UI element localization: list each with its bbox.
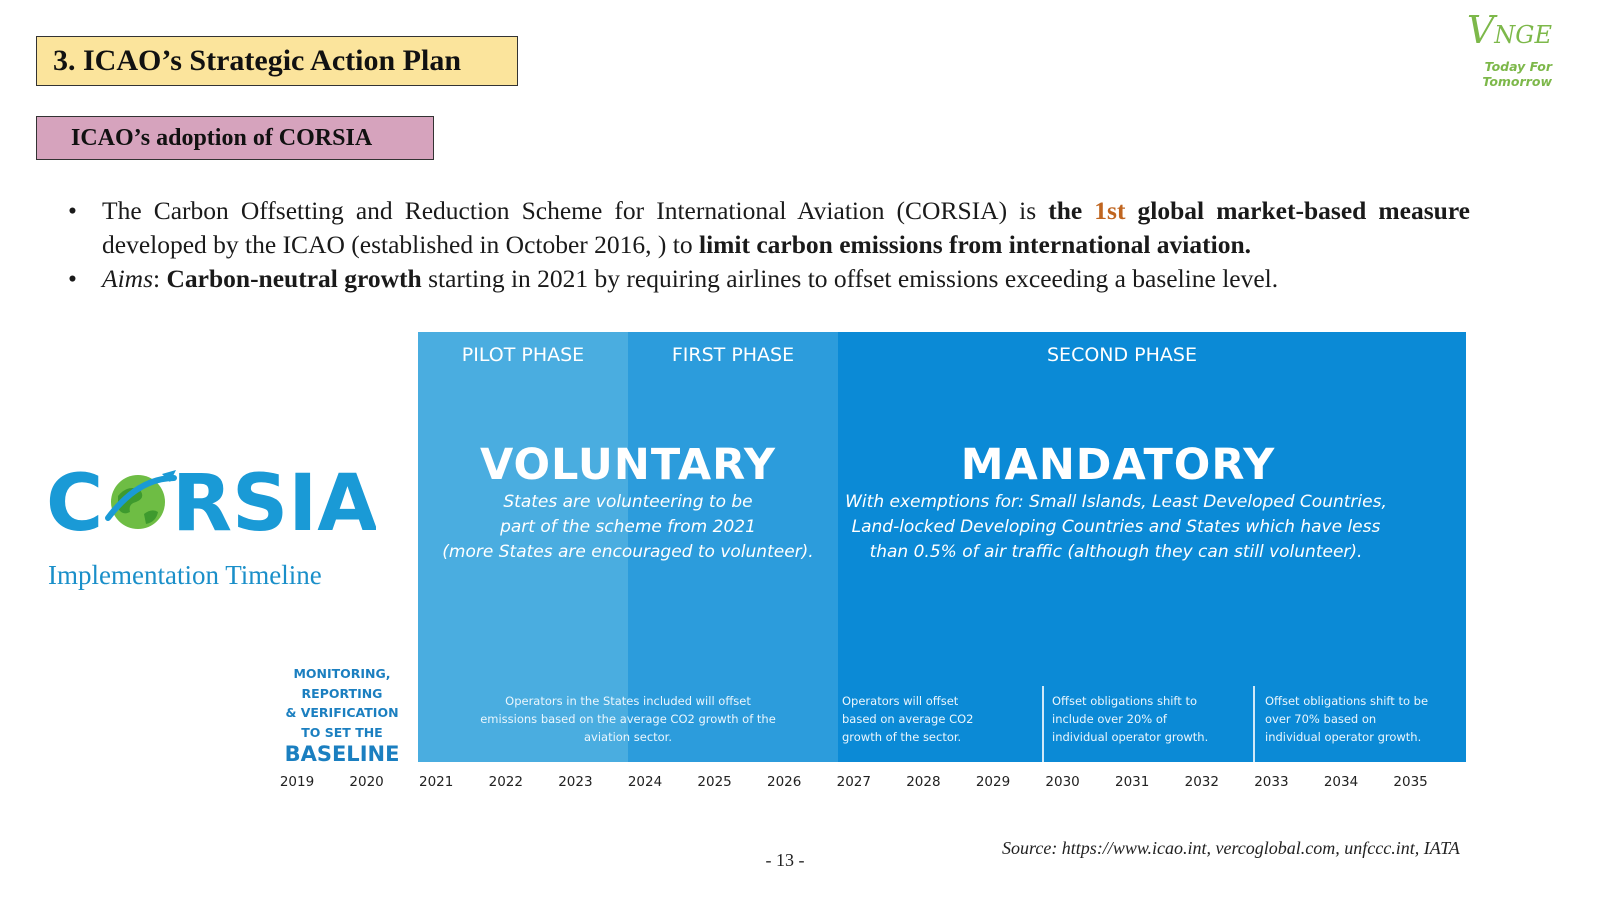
body-text: starting in 2021 by requiring airlines t… (421, 264, 1279, 293)
year-label-2032: 2032 (1184, 774, 1219, 790)
note-2027: Operators will offset based on average C… (842, 694, 974, 744)
timeline-panel: PILOT PHASE FIRST PHASE SECOND PHASE VOL… (418, 332, 1466, 762)
brand-tagline: Today For Tomorrow (1482, 59, 1552, 89)
year-label-2022: 2022 (488, 774, 523, 790)
year-label-2034: 2034 (1323, 774, 1359, 790)
voluntary-title: VOLUNTARY (479, 440, 777, 490)
second-phase-block (838, 332, 1466, 762)
mrv-text: MONITORING, REPORTING & VERIFICATION TO … (285, 666, 399, 740)
pilot-phase-label: PILOT PHASE (461, 344, 585, 366)
year-label-2028: 2028 (906, 774, 941, 790)
bullet-dot-icon: • (68, 264, 77, 293)
highlight-text: 1st (1094, 196, 1126, 225)
bullet-aims: • Aims: Carbon-neutral growth starting i… (68, 262, 1470, 296)
note-2030: Offset obligations shift to include over… (1052, 694, 1209, 744)
corsia-letters-rsia: RSIA (172, 460, 376, 540)
bullet-dot-icon: • (68, 196, 77, 225)
year-label-2025: 2025 (697, 774, 732, 790)
body-text: The Carbon Offsetting and Reduction Sche… (102, 196, 1049, 225)
brand-name: VNGE (1466, 8, 1552, 52)
bold-text: global market-based measure (1125, 196, 1470, 225)
body-text: developed by the ICAO (established in Oc… (102, 230, 699, 259)
year-label-2027: 2027 (836, 774, 871, 790)
year-label-2026: 2026 (767, 774, 802, 790)
mandatory-description: With exemptions for: Small Islands, Leas… (845, 492, 1387, 562)
bullet-text: The Carbon Offsetting and Reduction Sche… (102, 194, 1470, 262)
bullet-text: Aims: Carbon-neutral growth starting in … (102, 262, 1470, 296)
source-citation: Source: https://www.icao.int, vercogloba… (1002, 838, 1460, 858)
section-subtitle: ICAO’s adoption of CORSIA (36, 116, 434, 160)
note-2033: Offset obligations shift to be over 70% … (1265, 694, 1429, 744)
divider-2030 (1042, 686, 1044, 762)
mrv-label: MONITORING, REPORTING & VERIFICATION TO … (280, 664, 404, 766)
globe-plane-icon (105, 470, 177, 529)
italic-text: Aims (102, 264, 153, 293)
bold-text: Carbon-neutral growth (166, 264, 422, 293)
page-number: - 13 - (765, 850, 805, 870)
year-label-2019: 2019 (279, 774, 315, 790)
brand-logo: VNGE Today For Tomorrow (1412, 10, 1552, 89)
slide-title: 3. ICAO’s Strategic Action Plan (36, 36, 518, 86)
first-phase-block (628, 332, 838, 762)
corsia-logo: C RSIA (46, 460, 376, 540)
bold-text: limit carbon emissions from internationa… (698, 230, 1252, 259)
year-label-2033: 2033 (1254, 774, 1289, 790)
year-label-2035: 2035 (1393, 774, 1428, 790)
second-phase-label: SECOND PHASE (1047, 344, 1197, 366)
year-label-2023: 2023 (558, 774, 593, 790)
year-label-2030: 2030 (1045, 774, 1080, 790)
corsia-letter-c: C (46, 460, 103, 540)
body-text: : (153, 264, 167, 293)
year-label-2024: 2024 (627, 774, 663, 790)
first-phase-label: FIRST PHASE (671, 344, 795, 366)
bold-text: the (1048, 196, 1095, 225)
timeline-caption: Implementation Timeline (48, 560, 322, 590)
pilot-phase-block (418, 332, 628, 762)
voluntary-description: States are volunteering to be part of th… (442, 492, 814, 562)
mandatory-title: MANDATORY (960, 440, 1276, 490)
divider-2033 (1253, 686, 1255, 762)
bullet-definition: • The Carbon Offsetting and Reduction Sc… (68, 194, 1470, 262)
year-label-2029: 2029 (975, 774, 1011, 790)
year-label-2020: 2020 (349, 774, 384, 790)
year-label-2021: 2021 (419, 774, 454, 790)
year-label-2031: 2031 (1115, 774, 1150, 790)
mrv-baseline: BASELINE (284, 742, 400, 766)
note-voluntary: Operators in the States included will of… (480, 694, 776, 744)
